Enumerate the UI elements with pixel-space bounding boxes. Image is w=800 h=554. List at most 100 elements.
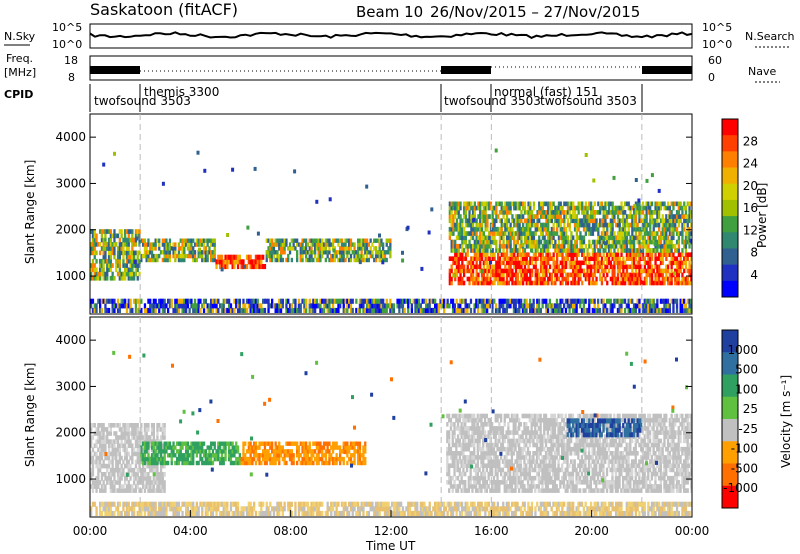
heat-cell bbox=[672, 298, 675, 304]
heat-cell bbox=[165, 445, 168, 450]
heat-cell bbox=[271, 238, 274, 243]
heat-cell bbox=[552, 222, 555, 228]
heat-cell bbox=[572, 272, 575, 278]
heat-cell bbox=[677, 260, 680, 266]
heat-cell bbox=[324, 238, 327, 243]
heat-cell bbox=[439, 298, 442, 304]
heat-cell bbox=[211, 238, 215, 243]
heat-cell bbox=[518, 307, 521, 313]
heat-cell bbox=[459, 307, 462, 313]
heat-cell bbox=[446, 459, 449, 464]
heat-cell bbox=[467, 417, 470, 423]
heat-cell bbox=[328, 250, 331, 255]
heat-cell bbox=[462, 298, 465, 304]
heat-cell bbox=[364, 460, 367, 466]
heat-cell bbox=[489, 303, 492, 309]
heat-cell bbox=[185, 441, 188, 446]
heat-cell bbox=[555, 307, 559, 313]
heat-cell bbox=[100, 488, 104, 493]
heat-cell bbox=[523, 256, 527, 261]
heat-cell bbox=[522, 222, 525, 228]
heat-cell bbox=[491, 264, 494, 270]
heat-cell bbox=[538, 280, 541, 286]
heat-cell bbox=[131, 488, 134, 493]
heat-cell bbox=[358, 242, 362, 247]
heat-cell bbox=[152, 467, 155, 473]
heat-cell bbox=[416, 298, 419, 304]
heat-cell bbox=[581, 248, 584, 253]
heat-cell bbox=[529, 303, 532, 309]
heat-cell bbox=[514, 239, 518, 245]
heat-cell bbox=[643, 298, 646, 304]
heat-cell bbox=[675, 210, 679, 215]
heat-cell bbox=[228, 254, 231, 260]
heat-cell bbox=[532, 205, 536, 211]
heat-cell bbox=[559, 243, 562, 249]
heat-cell bbox=[140, 257, 143, 263]
heat-cell bbox=[495, 214, 498, 219]
heat-cell bbox=[675, 226, 679, 232]
heat-cell bbox=[597, 303, 600, 309]
heat-cell bbox=[446, 455, 449, 460]
heat-cell bbox=[281, 242, 284, 247]
heat-cell bbox=[666, 303, 670, 309]
heat-cell bbox=[649, 231, 652, 236]
heat-cell bbox=[482, 252, 485, 257]
heat-cell bbox=[213, 441, 216, 446]
heat-cell bbox=[339, 303, 342, 309]
heat-cell bbox=[312, 242, 315, 247]
heat-cell bbox=[493, 264, 496, 270]
heat-cell bbox=[683, 303, 686, 309]
heat-cell bbox=[305, 445, 308, 450]
heat-cell bbox=[634, 222, 638, 228]
heat-cell bbox=[181, 303, 184, 309]
heat-cell bbox=[611, 235, 614, 241]
heat-cell bbox=[609, 260, 612, 266]
heat-cell bbox=[677, 248, 680, 253]
heat-cell bbox=[457, 303, 460, 309]
heat-cell bbox=[513, 218, 516, 224]
heat-cell bbox=[461, 222, 464, 228]
heat-cell bbox=[559, 248, 562, 253]
heat-cell bbox=[136, 443, 139, 448]
freq-label-1: Freq. bbox=[6, 52, 33, 65]
heat-cell bbox=[670, 210, 673, 215]
heat-speck bbox=[226, 233, 230, 237]
heat-cell bbox=[389, 298, 392, 304]
heat-cell bbox=[606, 214, 609, 219]
heat-cell bbox=[301, 441, 304, 446]
heat-cell bbox=[267, 449, 270, 454]
heat-cell bbox=[550, 226, 553, 232]
heat-cell bbox=[317, 238, 320, 243]
heat-cell bbox=[451, 484, 454, 489]
heat-cell bbox=[308, 441, 311, 446]
heat-cell bbox=[156, 453, 159, 458]
heat-cell bbox=[463, 201, 466, 207]
heat-cell bbox=[627, 303, 630, 309]
heat-cell bbox=[622, 205, 625, 211]
heat-cell bbox=[106, 246, 109, 251]
heat-cell bbox=[124, 242, 127, 247]
heat-cell bbox=[505, 268, 509, 274]
heat-cell bbox=[219, 254, 222, 260]
heat-cell bbox=[147, 435, 150, 440]
heat-cell bbox=[556, 218, 559, 224]
heat-cell bbox=[679, 231, 682, 236]
heat-cell bbox=[463, 272, 466, 278]
heat-cell bbox=[245, 298, 249, 304]
heat-cell bbox=[556, 264, 559, 270]
heat-cell bbox=[665, 252, 668, 257]
heat-cell bbox=[226, 259, 229, 265]
heat-cell bbox=[115, 459, 118, 465]
heat-cell bbox=[654, 248, 657, 253]
heat-cell bbox=[638, 260, 641, 266]
heat-cell bbox=[95, 480, 98, 485]
heat-cell bbox=[602, 239, 605, 245]
heat-speck bbox=[612, 175, 616, 180]
heat-cell bbox=[552, 226, 555, 232]
heat-cell bbox=[565, 260, 568, 266]
heat-cell bbox=[458, 413, 461, 419]
heat-cell bbox=[127, 250, 130, 256]
heat-cell bbox=[95, 476, 98, 481]
heat-cell bbox=[625, 231, 629, 236]
